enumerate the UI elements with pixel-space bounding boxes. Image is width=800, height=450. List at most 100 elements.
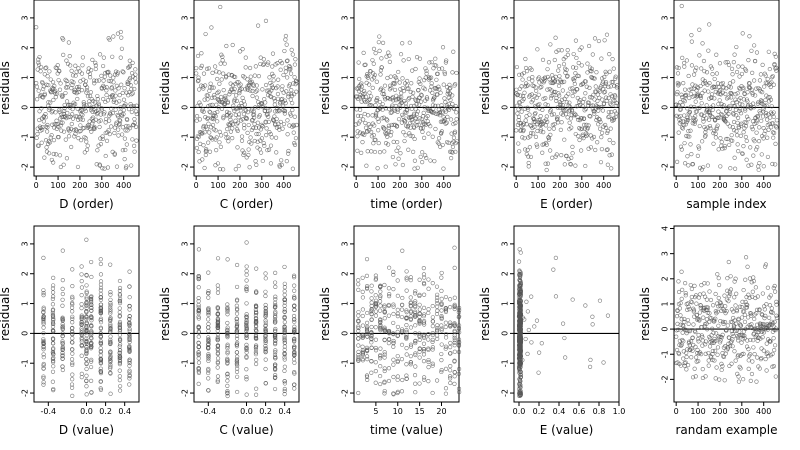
data-point [752,316,757,322]
data-point [263,338,268,344]
data-point [452,359,457,364]
data-point [45,125,50,130]
data-point [369,129,374,134]
data-point [256,131,261,137]
data-point [367,90,372,95]
data-point [385,95,391,101]
data-point [196,299,201,304]
data-point [282,386,287,392]
data-point [108,112,113,117]
data-point [98,346,103,351]
data-point [422,105,427,110]
data-point [230,136,235,141]
data-point [682,87,688,92]
y-tick-label: -1 [181,359,190,367]
data-point [454,110,459,115]
data-point [234,307,240,313]
data-point [356,313,361,318]
data-point [127,368,132,373]
data-point [253,159,258,164]
data-point [196,325,201,330]
data-point [108,297,113,302]
data-point [517,390,522,396]
data-point [718,136,723,141]
data-point [252,115,257,120]
data-point [134,111,139,117]
data-point [767,322,772,327]
data-point [253,347,259,352]
x-tick-label: 0.2 [259,407,272,416]
data-point [773,162,778,167]
data-point [592,111,597,116]
data-point [360,349,365,354]
data-point [117,298,122,303]
data-point [613,74,618,79]
data-point [750,90,755,95]
data-point [448,105,453,110]
data-point [51,316,56,321]
data-point [408,342,414,347]
data-point [360,295,366,300]
data-point [688,91,693,97]
data-point [360,344,365,349]
data-point [88,75,93,80]
data-point [98,341,103,346]
data-point [697,318,702,323]
data-point [597,95,602,100]
data-point [443,391,449,396]
data-point [583,79,588,84]
data-point [273,320,278,325]
data-point [104,138,110,143]
data-point [456,326,462,332]
data-point [419,92,424,97]
data-point [288,65,293,70]
data-point [712,358,717,363]
y-tick-label: -2 [661,375,670,383]
data-point [47,69,52,74]
data-point [111,75,116,80]
data-point [439,328,444,333]
data-point [63,77,68,82]
data-point [254,95,259,100]
data-point [108,350,113,355]
data-point [416,122,421,127]
data-point [76,89,81,94]
data-point [408,300,414,305]
data-point [734,308,740,314]
data-point [515,93,520,98]
data-point [534,318,540,323]
data-point [102,85,107,90]
data-point [41,347,46,352]
data-point [391,98,396,103]
data-point [751,338,756,343]
data-point [773,141,778,147]
data-point [603,81,608,86]
data-point [605,128,610,134]
data-point [121,97,127,102]
data-point [596,122,601,127]
x-tick-label: 0.0 [513,407,526,416]
data-point [412,136,417,142]
data-point [400,377,405,383]
data-point [230,126,235,131]
data-point [750,70,755,75]
data-point [364,273,370,278]
data-point [117,357,122,362]
data-point [705,327,710,332]
data-point [522,90,527,95]
data-point [90,121,95,126]
data-point [260,124,265,129]
data-point [263,380,268,386]
data-point [433,126,438,132]
data-point [59,112,64,117]
data-point [575,114,580,120]
data-point [556,91,561,96]
data-point [710,348,715,354]
data-point [117,332,123,338]
x-tick-label: 0 [34,181,39,190]
data-point [233,112,238,117]
y-tick-label: 2 [501,271,510,276]
data-point [771,285,776,291]
data-point [39,106,44,111]
